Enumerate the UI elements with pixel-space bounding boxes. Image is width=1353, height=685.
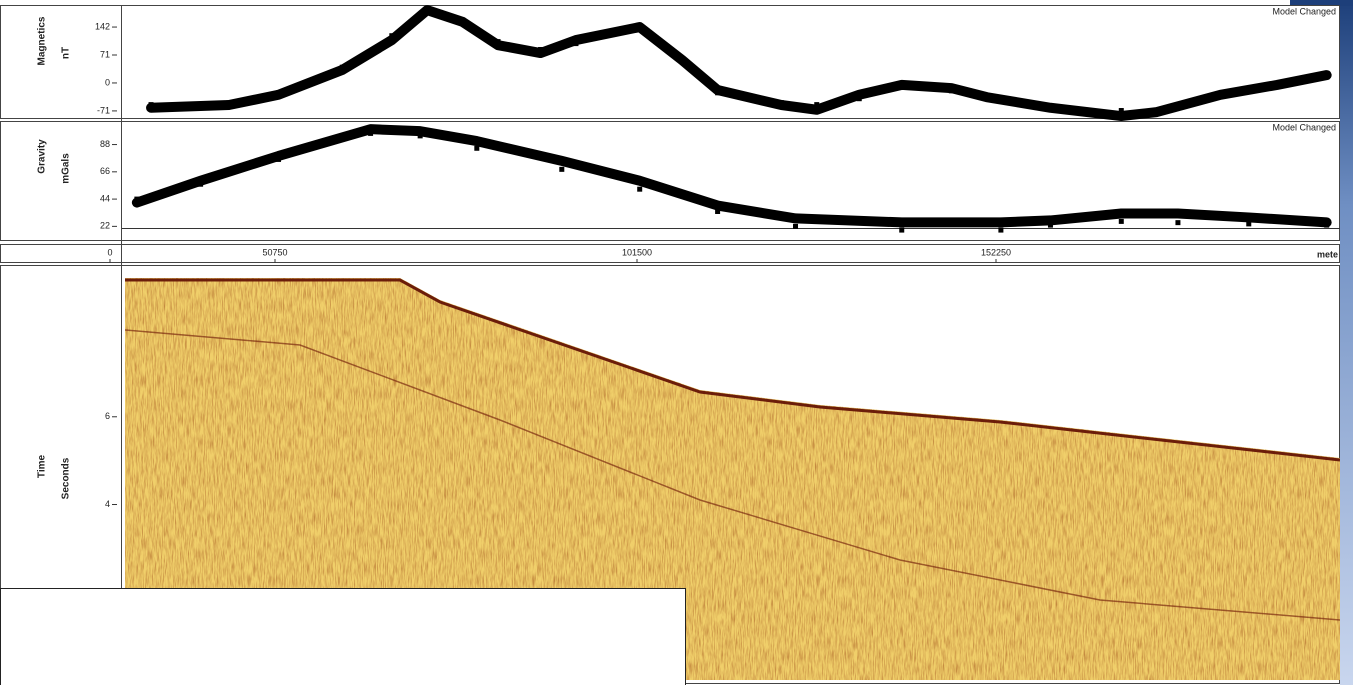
observed-point [389, 33, 394, 38]
observed-point [1324, 75, 1329, 80]
observed-point [1119, 219, 1124, 224]
app-window: Magnetics nT 142 71 0 -71 Model Changed Gravity… [0, 0, 1353, 685]
observed-point [460, 17, 465, 22]
y-tick-label: 88 [100, 139, 110, 149]
observed-point [559, 167, 564, 172]
observed-point [1246, 221, 1251, 226]
y-axis-label: Time [37, 454, 48, 478]
annotation: Model Changed [1272, 122, 1336, 132]
observed-point [368, 131, 373, 136]
observed-point [1048, 223, 1053, 228]
observed-point [857, 96, 862, 101]
model-curve [137, 129, 1327, 222]
observed-point [637, 27, 642, 32]
observed-point [899, 84, 904, 89]
distance-unit: mete [1317, 249, 1338, 259]
observed-point [1275, 84, 1280, 89]
y-axis-label: nT [61, 47, 72, 59]
model-curve [151, 10, 1327, 116]
y-tick-label: 6 [105, 411, 110, 421]
observed-point [418, 133, 423, 138]
y-tick-label: 22 [100, 221, 110, 231]
y-axis-label: Seconds [61, 457, 72, 499]
y-tick-label: 142 [95, 21, 110, 31]
distance-label: 101500 [622, 247, 652, 257]
observed-point [340, 65, 345, 70]
window-edge [1340, 0, 1353, 685]
observed-point [474, 146, 479, 151]
observed-point [680, 59, 685, 64]
page: {"chart_data": [ {"type": "line", "ylabe… [0, 0, 1353, 685]
panel-frame [1, 245, 1340, 263]
observed-point [715, 209, 720, 214]
observed-point [496, 39, 501, 44]
y-tick-label: 71 [100, 49, 110, 59]
observed-point [1048, 104, 1053, 109]
observed-point [949, 88, 954, 93]
observed-point [149, 102, 154, 107]
observed-point [899, 228, 904, 233]
observed-point [715, 90, 720, 95]
y-axis-label: Magnetics [37, 16, 48, 65]
observed-point [814, 102, 819, 107]
observed-point [1175, 220, 1180, 225]
y-tick-label: 66 [100, 166, 110, 176]
observed-point [1119, 108, 1124, 113]
observed-point [276, 157, 281, 162]
observed-point [276, 90, 281, 95]
observed-point [134, 197, 139, 202]
observed-point [1218, 94, 1223, 99]
y-tick-label: -71 [97, 105, 110, 115]
y-tick-label: 0 [105, 77, 110, 87]
observed-point [1154, 109, 1159, 114]
y-axis-label: mGals [61, 153, 72, 184]
observed-point [1324, 223, 1329, 228]
observed-point [637, 187, 642, 192]
distance-label: 0 [107, 247, 112, 257]
observed-point [793, 224, 798, 229]
distance-label: 50750 [262, 247, 287, 257]
y-axis-label: Gravity [37, 139, 48, 174]
observed-point [984, 95, 989, 100]
observed-point [538, 47, 543, 52]
distance-label: 152250 [981, 247, 1011, 257]
y-tick-label: 4 [105, 499, 110, 509]
y-tick-label: 44 [100, 193, 110, 203]
observed-point [226, 100, 231, 105]
observed-point [573, 41, 578, 46]
overlay-box [1, 589, 686, 685]
annotation: Model Changed [1272, 6, 1336, 16]
observed-point [198, 182, 203, 187]
observed-point [425, 10, 430, 15]
observed-point [779, 100, 784, 105]
observed-point [998, 228, 1003, 233]
